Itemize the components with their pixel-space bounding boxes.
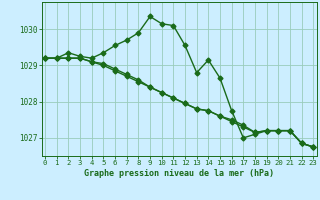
X-axis label: Graphe pression niveau de la mer (hPa): Graphe pression niveau de la mer (hPa) (84, 169, 274, 178)
